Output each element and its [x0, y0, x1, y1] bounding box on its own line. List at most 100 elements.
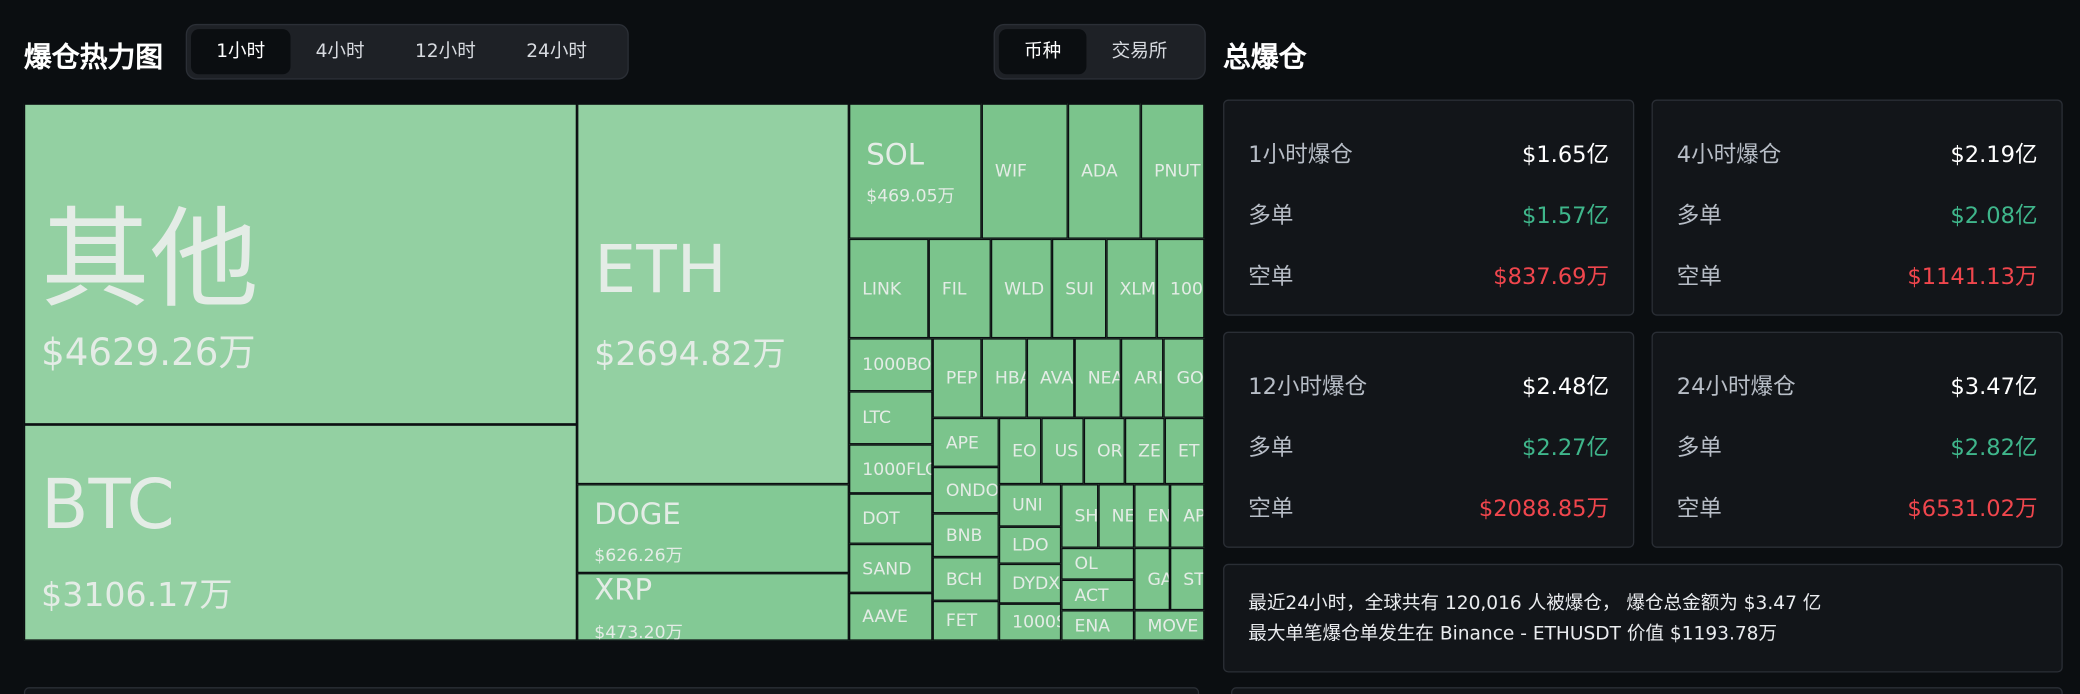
treemap-tile[interactable]: 其他 $4629.26万 [23, 103, 578, 425]
treemap-tile[interactable]: EO [998, 417, 1042, 485]
panel-edge [23, 687, 1200, 694]
treemap-tile[interactable]: AAVE [848, 592, 933, 641]
treemap-tile[interactable]: 1000BO [848, 338, 933, 392]
treemap-tile[interactable]: OR [1083, 417, 1125, 485]
stat-row: 空单 $2088.85万 [1248, 489, 1610, 523]
tile-label: GA [1147, 569, 1168, 590]
stat-value: $2.82亿 [1950, 435, 2038, 462]
treemap-tile[interactable]: NEA [1074, 338, 1121, 418]
tile-value: $2694.82万 [594, 334, 786, 373]
treemap-tile[interactable]: ONDO [932, 466, 999, 514]
stat-value: $2088.85万 [1478, 496, 1610, 523]
treemap-tile[interactable]: NE [1098, 484, 1135, 548]
treemap-tile[interactable]: MOVE [1134, 610, 1205, 641]
tile-label: 其他 [41, 197, 259, 324]
stat-label: 1小时爆仓 [1248, 141, 1353, 169]
stat-value: $1.57亿 [1521, 202, 1610, 230]
treemap-tile[interactable]: DOGE $626.26万 [577, 484, 849, 574]
tile-label: AVA [1039, 368, 1074, 389]
treemap-tile[interactable]: HBA [981, 338, 1027, 418]
treemap-tile[interactable]: XRP $473.20万 [577, 573, 849, 641]
time-tab[interactable]: 4小时 [315, 41, 365, 63]
tile-label: AP [1183, 506, 1205, 527]
treemap-tile[interactable]: BCH [932, 557, 999, 601]
treemap-tile[interactable]: WIF [981, 103, 1068, 239]
treemap-tile[interactable]: ENA [1061, 610, 1135, 641]
group-tab[interactable]: 交易所 [1111, 41, 1168, 63]
note: 最大单笔爆仓单发生在 Binance - ETHUSDT 价值 $1193.78… [1248, 623, 1778, 645]
stat-row: 多单 $1.57亿 [1248, 196, 1610, 230]
stat-value: $2.19亿 [1950, 141, 2038, 169]
treemap-tile[interactable]: FET [932, 600, 999, 641]
tile-label: ZE [1138, 441, 1161, 462]
treemap-tile[interactable]: SH [1061, 484, 1099, 548]
treemap-tile[interactable]: ADA [1067, 103, 1141, 239]
stat-label: 多单 [1248, 202, 1294, 230]
treemap-tile[interactable]: BNB [932, 513, 999, 558]
note: 最近24小时，全球共有 120,016 人被爆仓， 爆仓总金额为 $3.47 亿 [1248, 592, 1822, 615]
tile-label: NEA [1087, 368, 1121, 389]
tile-value: $4629.26万 [41, 330, 256, 375]
treemap-tile[interactable]: SAND [848, 543, 933, 593]
tile-label: WLD [1004, 279, 1045, 300]
stat-row: 1小时爆仓 $1.65亿 [1248, 135, 1609, 169]
treemap-tile[interactable]: FIL [928, 238, 991, 339]
treemap-tile[interactable]: XLM [1106, 238, 1157, 339]
treemap-tile[interactable]: GA [1134, 547, 1170, 611]
treemap-tile[interactable]: DYDX [998, 563, 1062, 604]
treemap-tile[interactable]: OL [1061, 547, 1135, 580]
tile-label: ARI [1134, 368, 1164, 389]
stat-card: 1小时爆仓 $1.65亿 多单 $1.57亿 空单 $837.69万 [1223, 99, 1635, 316]
stat-label: 4小时爆仓 [1676, 141, 1782, 169]
treemap-tile[interactable]: ZE [1124, 417, 1165, 485]
tile-label: ET [1177, 441, 1200, 462]
treemap-tile[interactable]: ACT [1061, 579, 1135, 611]
stat-value: $837.69万 [1493, 263, 1610, 291]
stat-row: 空单 $1141.13万 [1677, 257, 2038, 291]
treemap-tile[interactable]: 1000FLO [848, 444, 933, 494]
time-tab[interactable]: 1小时 [191, 29, 291, 75]
tile-label: ETH [594, 230, 727, 308]
group-tab[interactable]: 币种 [998, 29, 1087, 75]
treemap-tile[interactable]: AVA [1026, 338, 1075, 418]
tile-label: SAND [862, 559, 912, 580]
treemap-tile[interactable]: LTC [848, 391, 933, 445]
stat-label: 多单 [1248, 435, 1294, 462]
tile-label: UNI [1012, 496, 1043, 517]
tile-label: LDO [1012, 535, 1049, 556]
treemap-tile[interactable]: ARI [1120, 338, 1164, 418]
treemap-tile[interactable]: LINK [848, 238, 929, 339]
tile-label: SH [1074, 506, 1099, 527]
tile-label: ONDO [945, 480, 999, 501]
treemap-tile[interactable]: UNI [998, 484, 1062, 527]
stat-card: 24小时爆仓 $3.47亿 多单 $2.82亿 空单 $6531.02万 [1651, 331, 2063, 548]
treemap-tile[interactable]: APE [932, 417, 999, 467]
stat-value: $3.47亿 [1950, 374, 2038, 401]
treemap-tile[interactable]: DOT [848, 493, 933, 544]
treemap-tile[interactable]: ET [1164, 417, 1205, 485]
treemap-tile[interactable]: US [1041, 417, 1084, 485]
treemap-tile[interactable]: BTC $3106.17万 [23, 424, 578, 641]
treemap-tile[interactable]: ETH $2694.82万 [577, 103, 849, 485]
stat-value: $2.08亿 [1950, 202, 2038, 230]
tile-label: APE [945, 433, 979, 454]
treemap-tile[interactable]: EN [1134, 484, 1170, 548]
tile-label: BNB [945, 525, 983, 546]
treemap-tile[interactable]: GO [1163, 338, 1205, 418]
tile-label: LINK [862, 279, 902, 300]
treemap-tile[interactable]: PNUT [1140, 103, 1205, 239]
treemap-tile[interactable]: WLD [990, 238, 1052, 339]
treemap-tile[interactable]: 1000 [1156, 238, 1205, 339]
time-tab[interactable]: 24小时 [526, 41, 587, 63]
treemap-tile[interactable]: SUI [1051, 238, 1107, 339]
treemap-tile[interactable]: SOL $469.05万 [848, 103, 982, 239]
treemap-tile[interactable]: PEP [932, 338, 982, 418]
treemap-tile[interactable]: AP [1169, 484, 1205, 548]
time-tab[interactable]: 12小时 [414, 41, 476, 63]
tile-label: SOL [866, 139, 924, 173]
treemap-tile[interactable]: LDO [998, 526, 1062, 564]
heatmap-title: 爆仓热力图 [23, 41, 164, 73]
treemap-tile[interactable]: ST [1169, 547, 1205, 611]
